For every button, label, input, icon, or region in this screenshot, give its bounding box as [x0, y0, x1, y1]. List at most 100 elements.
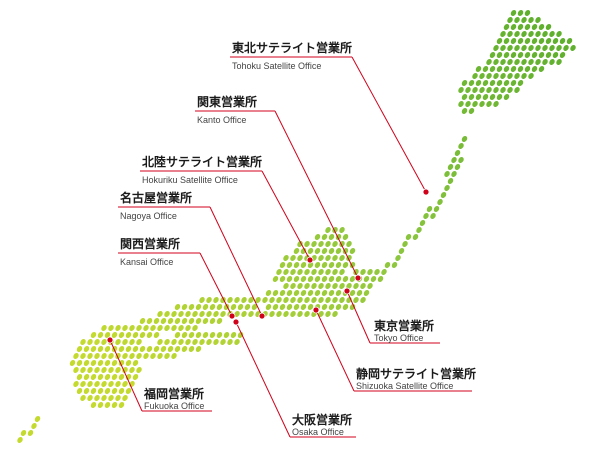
land-dot: [198, 310, 206, 318]
land-dot: [188, 345, 196, 353]
land-dot: [310, 296, 318, 304]
land-dot: [153, 317, 161, 325]
land-dot: [314, 247, 322, 255]
land-dot: [279, 289, 287, 297]
land-dot: [188, 303, 196, 311]
land-dot: [534, 30, 542, 38]
land-dot: [100, 352, 108, 360]
land-dot: [111, 359, 119, 367]
land-dot: [513, 58, 521, 66]
land-dot: [163, 310, 171, 318]
land-dot: [128, 366, 136, 374]
land-dot: [429, 212, 437, 220]
land-dot: [219, 310, 227, 318]
land-dot: [146, 345, 154, 353]
land-dot: [520, 30, 528, 38]
land-dot: [104, 359, 112, 367]
land-dot: [527, 58, 535, 66]
land-dot: [34, 415, 42, 423]
land-dot: [286, 275, 294, 283]
land-dot: [128, 324, 136, 332]
land-dot: [125, 331, 133, 339]
land-dot: [104, 373, 112, 381]
land-dot: [121, 324, 129, 332]
land-dot: [363, 289, 371, 297]
land-dot: [139, 331, 147, 339]
land-dot: [300, 275, 308, 283]
land-dot: [114, 338, 122, 346]
land-dot: [212, 310, 220, 318]
land-dot: [296, 282, 304, 290]
land-dot: [93, 352, 101, 360]
land-dot: [461, 79, 469, 87]
land-dot: [27, 429, 35, 437]
land-dot: [223, 331, 231, 339]
land-dot: [520, 44, 528, 52]
land-dot: [149, 352, 157, 360]
office-name-ja: 東京営業所: [374, 318, 434, 333]
land-dot: [107, 366, 115, 374]
land-dot: [422, 212, 430, 220]
land-dot: [104, 345, 112, 353]
land-dot: [338, 254, 346, 262]
office-name-en: Kanto Office: [197, 115, 246, 125]
land-dot: [328, 233, 336, 241]
land-dot: [86, 338, 94, 346]
land-dot: [321, 289, 329, 297]
land-dot: [331, 310, 339, 318]
land-dot: [531, 23, 539, 31]
office-name-ja: 静岡サテライト営業所: [356, 366, 476, 381]
land-dot: [195, 345, 203, 353]
land-dot: [478, 86, 486, 94]
land-dot: [205, 338, 213, 346]
land-dot: [303, 268, 311, 276]
land-dot: [156, 352, 164, 360]
land-dot: [464, 86, 472, 94]
office-name-ja: 東北サテライト営業所: [232, 40, 352, 55]
office-shizuoka: 静岡サテライト営業所Shizuoka Satellite Office: [356, 366, 476, 391]
land-dot: [135, 338, 143, 346]
office-marker: [313, 307, 319, 313]
land-dot: [468, 93, 476, 101]
land-dot: [555, 30, 563, 38]
land-dot: [93, 366, 101, 374]
land-dot: [279, 275, 287, 283]
land-dot: [405, 233, 413, 241]
land-dot: [335, 275, 343, 283]
land-dot: [534, 58, 542, 66]
land-dot: [555, 58, 563, 66]
land-dot: [562, 44, 570, 52]
land-dot: [555, 44, 563, 52]
land-dot: [569, 44, 577, 52]
land-dot: [447, 163, 455, 171]
land-dot: [517, 9, 525, 17]
land-dot: [359, 296, 367, 304]
land-dot: [167, 345, 175, 353]
land-dot: [233, 338, 241, 346]
land-dot: [359, 282, 367, 290]
land-dot: [72, 366, 80, 374]
land-dot: [492, 44, 500, 52]
land-dot: [310, 240, 318, 248]
office-name-en: Tohoku Satellite Office: [232, 61, 321, 71]
land-dot: [118, 331, 126, 339]
land-dot: [485, 86, 493, 94]
land-dot: [503, 65, 511, 73]
land-dot: [121, 380, 129, 388]
land-dot: [450, 156, 458, 164]
land-dot: [321, 247, 329, 255]
land-dot: [541, 30, 549, 38]
land-dot: [100, 394, 108, 402]
office-name-ja: 名古屋営業所: [120, 190, 192, 205]
land-dot: [496, 79, 504, 87]
land-dot: [545, 37, 553, 45]
office-nagoya: 名古屋営業所 Nagoya Office: [120, 190, 192, 221]
land-dot: [531, 65, 539, 73]
land-dot: [419, 219, 427, 227]
leader-line: [316, 310, 354, 391]
land-dot: [475, 79, 483, 87]
land-dot: [177, 310, 185, 318]
land-dot: [184, 310, 192, 318]
land-dot: [198, 296, 206, 304]
land-dot: [503, 23, 511, 31]
